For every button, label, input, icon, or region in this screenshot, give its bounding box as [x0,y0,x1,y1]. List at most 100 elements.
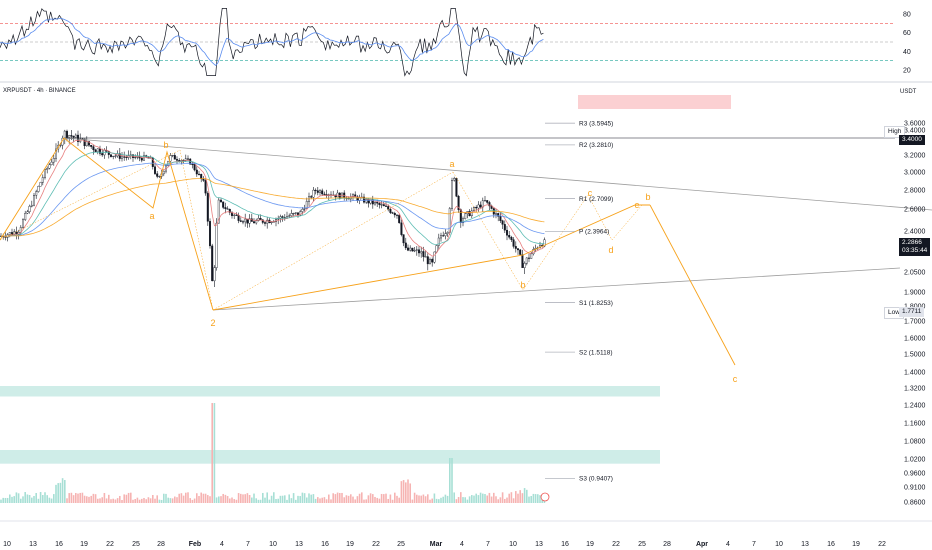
candle-body [396,214,399,216]
candle-body [402,234,405,244]
candle-body [202,178,205,181]
volume-bar [114,499,117,503]
volume-bar [297,495,299,503]
volume-bar [233,499,235,503]
time-tick-label: 19 [346,541,354,548]
candle-body [323,193,326,195]
volume-bar [53,494,55,503]
price-tick-label: 1.2400 [904,403,926,410]
candle-body [208,221,211,247]
candle-body [508,235,511,238]
volume-bar [167,497,169,503]
candle-body [477,204,480,209]
candle-body [292,213,295,215]
volume-bar [471,495,473,503]
volume-bar [356,496,359,503]
price-tick-label: 1.3200 [904,386,926,393]
support-zone [0,450,660,464]
candle-body [39,182,42,187]
volume-bar [385,493,387,503]
volume-bar [526,489,528,503]
volume-bar [141,498,143,503]
time-tick-label: 16 [55,541,63,548]
volume-bar [493,492,495,503]
candle-body [305,201,308,209]
candle-body [530,253,533,259]
candle-body [90,145,93,147]
volume-bar [295,499,297,503]
alert-marker [540,492,550,502]
candle-body [270,221,273,223]
volume-bar [332,493,334,503]
wave-label: b [520,280,525,290]
volume-bar [88,496,90,503]
resistance-zone-marker [578,95,731,109]
volume-bar [468,496,471,503]
candle-body [429,259,432,265]
candle-body [85,141,88,147]
candle-body [389,209,392,213]
candle-body [158,176,161,178]
candle-body [237,215,240,221]
candle-body [244,218,247,223]
volume-bar [108,494,110,503]
time-tick-label: 25 [638,541,646,548]
wave-path-left [0,137,214,311]
candle-body [418,249,421,254]
wave-label: d [608,245,613,255]
volume-bar [121,499,123,503]
volume-bar [257,499,260,503]
time-tick-label: 7 [486,541,490,548]
volume-bar [116,498,119,503]
candle-body [153,166,156,174]
volume-bar [378,498,381,503]
candle-body [503,224,506,231]
candle-body [422,251,425,257]
candle-body [191,164,194,166]
candle-body [206,192,209,222]
volume-bar [112,498,114,503]
candle-body [473,207,476,212]
candle-body [226,208,229,210]
candle-body [510,237,513,240]
volume-bar [99,498,101,503]
volume-bar [418,495,420,503]
volume-bar [152,494,154,503]
volume-bar [435,498,438,503]
volume-bar [24,492,26,503]
volume-bar [477,495,480,503]
candle-body [294,212,297,214]
time-axis[interactable]: 10 13 16 19 22 25 28 Feb 4 7 10 13 16 19 22 25 Mar 4 7 10 13… [0,520,932,548]
volume-bar [26,494,29,503]
time-tick-label: 19 [80,541,88,548]
candle-body [50,161,53,165]
volume-bar [101,497,103,503]
candle-body [186,158,189,160]
time-tick-label: 10 [775,541,783,548]
candle-body [380,204,383,206]
pivot-label: S2 (1.5118) [579,349,612,356]
volume-bar [336,492,339,503]
time-tick-label: 10 [269,541,277,548]
volume-bar [462,497,464,503]
volume-bar [506,497,508,503]
volume-bar [253,493,255,503]
candle-body [321,190,324,195]
candle-body [459,209,462,223]
wave-label: c [733,374,738,384]
ema-line [1,178,545,237]
candle-body [142,155,145,161]
candle-body [391,212,394,214]
volume-bar [215,497,218,503]
candle-body [288,215,291,217]
volume-bar [22,496,24,503]
candle-body [528,257,531,259]
candle-body [171,155,174,157]
volume-bar [207,495,209,503]
volume-bar [13,496,15,503]
support-zone [0,386,660,397]
rsi-tick-label: 40 [903,49,911,56]
candle-body [486,200,489,203]
volume-bar [310,494,312,503]
